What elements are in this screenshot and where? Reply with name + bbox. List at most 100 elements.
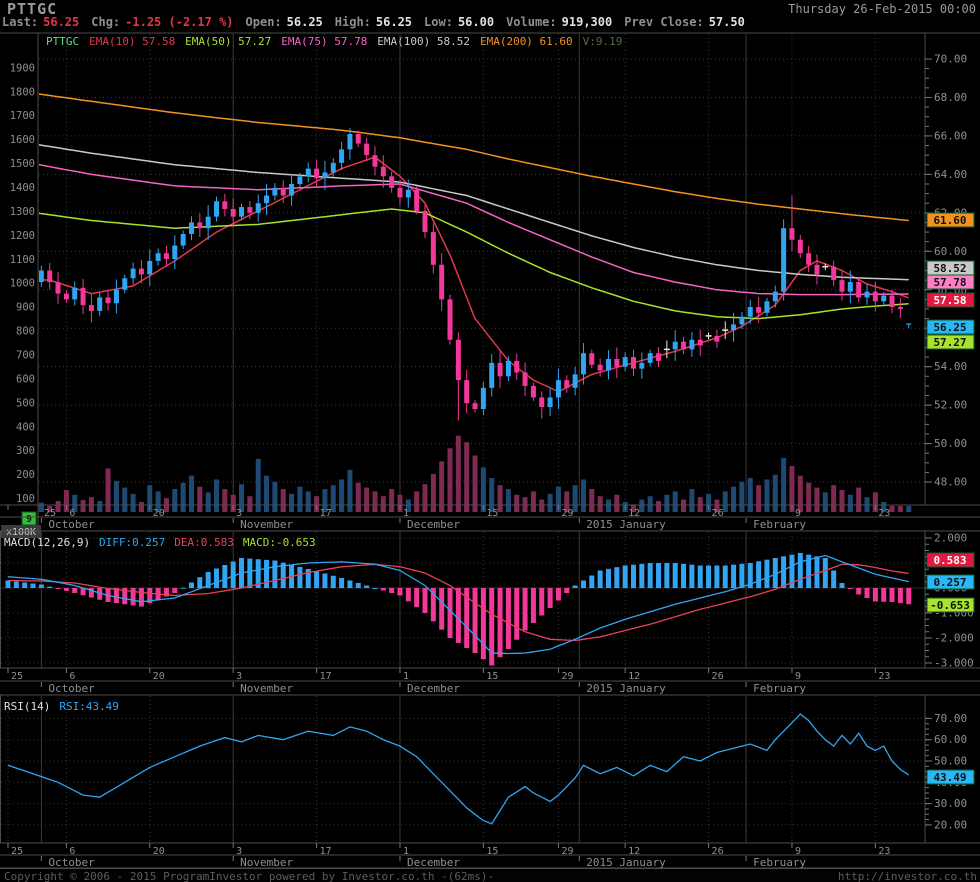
indicator-line xyxy=(39,208,909,320)
indicator-line xyxy=(39,144,909,281)
rsi-legend: RSI(14) RSI:43.49 xyxy=(4,700,119,713)
axis-label: 15 xyxy=(486,846,498,857)
chart-datetime: Thursday 26-Feb-2015 00:00 xyxy=(788,2,976,16)
axis-label: DIFF:0.257 xyxy=(99,536,165,549)
axis-label: EMA(100) 58.52 xyxy=(377,35,470,48)
volume-bar-stubs xyxy=(38,505,912,512)
axis-label: 26 xyxy=(712,846,724,857)
axis-label: 0.583 xyxy=(933,554,966,567)
axis-label: 400 xyxy=(16,421,35,433)
footer-bar: Copyright © 2006 - 2015 ProgramInvestor … xyxy=(0,868,980,882)
volume-bars xyxy=(39,435,887,512)
quote-value: 56.25 xyxy=(375,15,413,29)
quote-value: 56.25 xyxy=(286,15,323,29)
macd-histogram xyxy=(5,553,912,666)
axis-value-badge: 0.257 xyxy=(926,574,975,590)
price-panel[interactable]: 48.0050.0052.0054.0056.0058.0060.0062.00… xyxy=(0,32,980,538)
axis-label: 2.000 xyxy=(934,532,967,545)
axis-label: 58.52 xyxy=(933,262,966,275)
axis-label: 20 xyxy=(153,846,165,857)
axis-label: 1400 xyxy=(10,182,35,194)
axis-label: 9 xyxy=(795,846,801,857)
copyright-text: Copyright © 2006 - 2015 ProgramInvestor … xyxy=(4,870,495,882)
axis-label: 56.25 xyxy=(933,321,966,334)
axis-label: 12 xyxy=(628,671,640,682)
axis-label: 30.00 xyxy=(934,797,967,810)
axis-label: 50.00 xyxy=(934,755,967,768)
axis-label: 15 xyxy=(486,508,498,519)
indicator-line xyxy=(39,163,909,296)
indicator-line xyxy=(7,713,910,825)
axis-label: 1000 xyxy=(10,278,35,290)
axis-label: 9 xyxy=(26,514,32,525)
axis-label: -3.000 xyxy=(934,657,974,670)
axis-label: 1 xyxy=(403,508,409,519)
rsi-panel[interactable]: 20.0030.0040.0050.0060.0070.00RSI(14)RSI… xyxy=(0,695,980,869)
title-bar: PTTGC Thursday 26-Feb-2015 00:00 xyxy=(0,0,980,18)
axis-label: 3 xyxy=(236,846,242,857)
axis-label: 3 xyxy=(236,671,242,682)
indicator-line xyxy=(39,93,909,222)
axis-label: 29 xyxy=(561,846,573,857)
axis-label: 57.27 xyxy=(933,336,966,349)
quote-summary-row: Last: 56.25 Chg: -1.25 (-2.17 %) Open: 56.25 H… xyxy=(2,15,978,31)
axis-value-badge: 57.58 xyxy=(926,292,975,308)
axis-label: 29 xyxy=(561,508,573,519)
axis-label: 43.49 xyxy=(933,771,966,784)
axis-value-badge: 57.27 xyxy=(926,334,975,350)
axis-label: December xyxy=(407,682,460,695)
axis-label: 20 xyxy=(153,671,165,682)
axis-label: 70.00 xyxy=(934,712,967,725)
axis-label: 1800 xyxy=(10,86,35,98)
axis-label: 61.60 xyxy=(933,214,966,227)
quote-value: 56.00 xyxy=(457,15,495,29)
axis-value-badge: 61.60 xyxy=(926,212,975,228)
axis-label: EMA(50) 57.27 xyxy=(185,35,271,48)
axis-label: DEA:0.583 xyxy=(174,536,234,549)
axis-label: 29 xyxy=(561,671,573,682)
axis-label: 1900 xyxy=(10,62,35,74)
axis-label: 1600 xyxy=(10,134,35,146)
axis-label: November xyxy=(240,856,293,869)
axis-label: 1100 xyxy=(10,254,35,266)
axis-label: 300 xyxy=(16,445,35,457)
axis-label: 60.00 xyxy=(934,733,967,746)
axis-value-badge: 43.49 xyxy=(926,769,975,785)
footer-url[interactable]: http://investor.co.th xyxy=(837,870,977,882)
axis-label: 6 xyxy=(69,508,75,519)
axis-label: 1 xyxy=(403,846,409,857)
axis-label: 9 xyxy=(795,671,801,682)
quote-value: -1.25 (-2.17 %) xyxy=(125,15,234,29)
axis-label: December xyxy=(407,856,460,869)
axis-label: 57.58 xyxy=(933,294,966,307)
axis-label: EMA(10) 57.58 xyxy=(89,35,175,48)
quote-label: Prev Close: xyxy=(624,15,704,29)
quote-value: 57.50 xyxy=(708,15,745,29)
axis-label: October xyxy=(48,682,95,695)
axis-label: -2.000 xyxy=(934,632,974,645)
axis-label: 50.00 xyxy=(934,437,967,450)
axis-value-badge: 0.583 xyxy=(926,552,975,568)
axis-label: 17 xyxy=(320,671,332,682)
axis-label: 17 xyxy=(320,508,332,519)
axis-label: 66.00 xyxy=(934,129,967,142)
axis-label: MACD:-0.653 xyxy=(243,536,316,549)
axis-label: February xyxy=(753,518,806,531)
axis-label: December xyxy=(407,518,460,531)
axis-label: 9 xyxy=(795,508,801,519)
axis-label: 900 xyxy=(16,302,35,314)
axis-label: 25 xyxy=(44,508,56,519)
axis-label: 26 xyxy=(712,671,724,682)
axis-label: MACD(12,26,9) xyxy=(4,536,90,549)
axis-label: 52.00 xyxy=(934,399,967,412)
axis-label: November xyxy=(240,518,293,531)
macd-panel[interactable]: -3.000-2.000-1.0000.0001.0002.000MACD(12… xyxy=(0,530,980,696)
quote-label: High: xyxy=(334,15,371,29)
axis-label: 500 xyxy=(16,397,35,409)
axis-label: 200 xyxy=(16,469,35,481)
axis-label: 64.00 xyxy=(934,168,967,181)
symbol-title: PTTGC xyxy=(7,0,58,18)
axis-label: 6 xyxy=(69,671,75,682)
axis-label: 70.00 xyxy=(934,53,967,66)
